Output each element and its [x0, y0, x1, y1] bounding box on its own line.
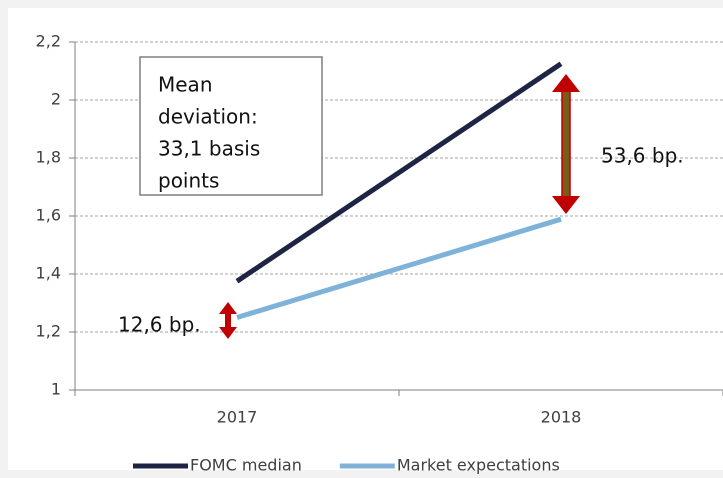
- legend-label: FOMC median: [190, 456, 302, 475]
- annotation-text: 33,1 basis: [158, 137, 260, 161]
- y-tick-label: 1,8: [36, 148, 61, 167]
- legend-label: Market expectations: [397, 456, 560, 475]
- gap-arrow-2017: [219, 302, 237, 339]
- annotation-text: 12,6 bp.: [118, 313, 201, 337]
- line-series: [235, 61, 563, 284]
- y-tick-label: 1,2: [36, 322, 61, 341]
- y-tick-label: 1: [51, 380, 61, 399]
- x-tick-label: 2017: [217, 408, 258, 427]
- y-tick-label: 2,2: [36, 32, 61, 51]
- line-series: [236, 216, 562, 320]
- y-tick-label: 1,6: [36, 206, 61, 225]
- gap-arrow-2018: [552, 74, 580, 214]
- marks: [235, 61, 563, 320]
- y-tick-label: 1,4: [36, 264, 61, 283]
- annotation-text: deviation:: [158, 105, 258, 129]
- x-tick-label: 2018: [541, 408, 582, 427]
- plot-background: [8, 8, 723, 470]
- annotation-text: Mean: [158, 73, 213, 97]
- annotation-text: points: [158, 169, 219, 193]
- annotation-box: [139, 56, 323, 196]
- annotation-text: 53,6 bp.: [601, 144, 684, 168]
- y-tick-label: 2: [51, 90, 61, 109]
